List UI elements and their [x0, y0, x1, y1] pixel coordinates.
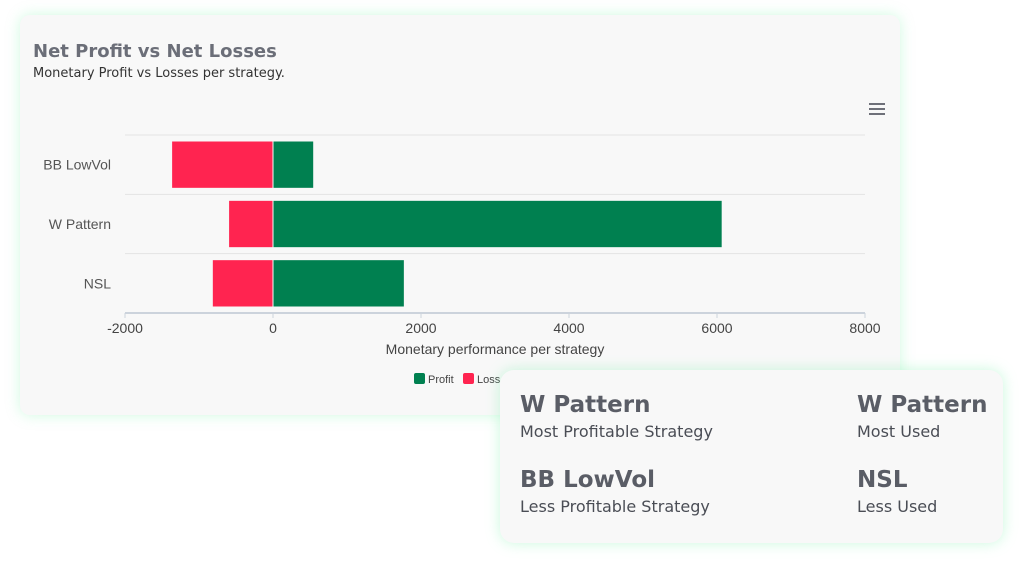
x-tick-label: 6000 [701, 320, 732, 336]
stat-most-profitable: W Pattern Most Profitable Strategy [520, 392, 713, 441]
bar-profit [272, 199, 723, 249]
bar-profit [272, 259, 405, 308]
stat-value: NSL [857, 467, 908, 493]
x-tick-label: 2000 [405, 320, 436, 336]
stats-card: W Pattern Most Profitable Strategy W Patt… [500, 370, 1003, 543]
stat-label: Most Profitable Strategy [520, 422, 713, 441]
x-tick-label: -2000 [107, 320, 143, 336]
bar-profit [272, 140, 315, 189]
category-label: NSL [84, 275, 111, 291]
legend-marker-loss [463, 373, 474, 384]
stat-label: Less Profitable Strategy [520, 497, 710, 516]
legend-label: Loss [477, 374, 501, 386]
stat-value: BB LowVol [520, 467, 656, 493]
category-label: W Pattern [49, 216, 111, 232]
x-tick-label: 8000 [849, 320, 880, 336]
bar-loss [211, 259, 274, 308]
stat-value: W Pattern [520, 392, 651, 418]
chart-title: Net Profit vs Net Losses [33, 41, 277, 62]
hamburger-menu-icon[interactable] [869, 103, 885, 115]
x-tick-label: 0 [269, 320, 277, 336]
stat-most-used: W Pattern Most Used [857, 392, 987, 441]
stat-value: W Pattern [857, 392, 988, 418]
legend-marker-profit [414, 373, 425, 384]
bar-chart: BB LowVol W Pattern NSL -2000 0 2000 4000 6000 8… [43, 134, 881, 386]
stat-label: Less Used [857, 497, 938, 516]
chart-card: Net Profit vs Net Losses Monetary Profit… [20, 15, 900, 415]
stat-less-used: NSL Less Used [857, 467, 937, 516]
x-axis-title: Monetary performance per strategy [386, 341, 605, 357]
stat-less-profitable: BB LowVol Less Profitable Strategy [520, 467, 710, 516]
chart-subtitle: Monetary Profit vs Losses per strategy. [33, 66, 285, 81]
bar-loss [228, 199, 274, 249]
legend-label: Profit [428, 374, 454, 386]
x-tick-label: 4000 [553, 320, 584, 336]
category-label: BB LowVol [43, 157, 111, 173]
stat-label: Most Used [857, 422, 941, 441]
bar-loss [171, 140, 274, 189]
